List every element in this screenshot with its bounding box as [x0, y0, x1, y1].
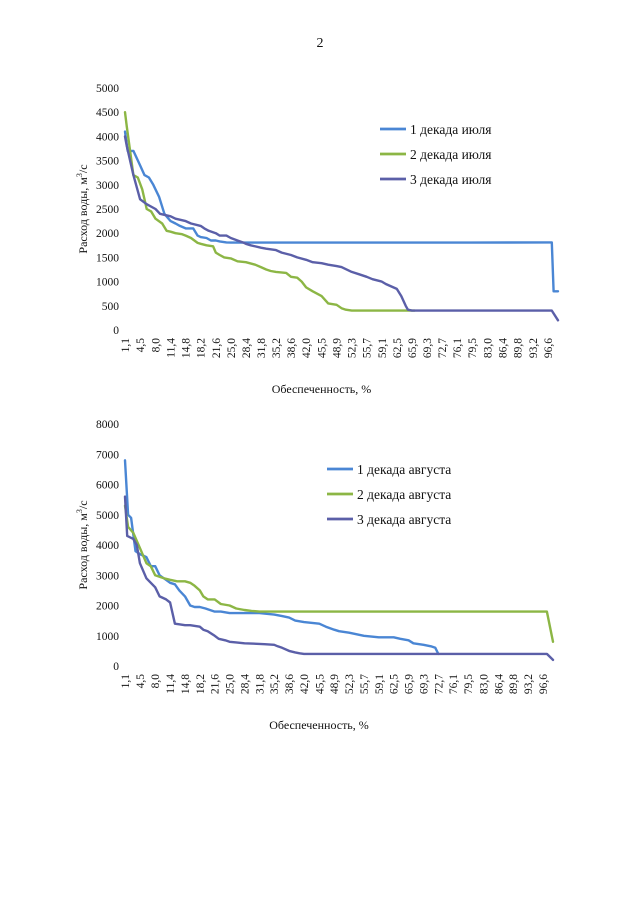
x-tick-label: 8,0: [151, 338, 163, 353]
y-tick-label: 6000: [96, 480, 119, 492]
x-tick-label: 69,3: [422, 338, 434, 358]
x-tick-label: 79,5: [463, 674, 475, 694]
legend-label: 3 декада августа: [357, 512, 451, 527]
x-axis-title: Обеспеченность, %: [269, 718, 369, 732]
y-tick-label: 2000: [96, 228, 119, 240]
x-tick-label: 21,6: [211, 338, 223, 358]
y-tick-label: 1000: [96, 277, 119, 289]
y-tick-label: 5000: [96, 83, 119, 95]
series-line-2: [123, 111, 416, 312]
x-tick-label: 31,8: [254, 674, 266, 694]
x-tick-label: 18,2: [195, 674, 207, 694]
series-line-3: [123, 495, 555, 662]
x-tick-label: 65,9: [404, 674, 416, 694]
x-tick-label: 31,8: [256, 338, 268, 358]
y-tick-label: 500: [102, 301, 120, 313]
x-tick-label: 86,4: [493, 674, 505, 694]
x-tick-label: 18,2: [196, 338, 208, 358]
y-tick-label: 5000: [96, 510, 119, 522]
x-tick-label: 62,5: [392, 338, 404, 358]
y-tick-label: 2500: [96, 204, 119, 216]
y-axis-title: Расход воды, м3/с: [75, 500, 90, 589]
x-tick-label: 79,5: [467, 338, 479, 358]
y-tick-label: 3500: [96, 156, 119, 168]
y-tick-label: 0: [113, 325, 119, 337]
x-tick-label: 11,4: [165, 674, 177, 694]
x-tick-label: 96,6: [538, 674, 550, 694]
x-tick-label: 76,1: [448, 674, 460, 694]
x-tick-label: 14,8: [180, 674, 192, 694]
series-line-1: [123, 130, 560, 293]
x-tick-label: 8,0: [150, 674, 162, 689]
legend-label: 1 декада августа: [357, 462, 451, 477]
x-tick-label: 69,3: [418, 674, 430, 694]
x-tick-label: 45,5: [314, 674, 326, 694]
x-tick-label: 89,8: [513, 338, 525, 358]
x-tick-label: 11,4: [166, 338, 178, 358]
x-axis-title: Обеспеченность, %: [272, 382, 372, 396]
x-tick-label: 48,9: [329, 674, 341, 694]
series-line-2: [123, 504, 555, 644]
x-tick-label: 59,1: [377, 338, 389, 358]
chart-july: 0 500 1000 1500 2000 2500 3000 3500 4000 4500 5000…: [75, 83, 560, 396]
x-tick-label: 72,7: [433, 674, 445, 694]
x-tick-label: 83,0: [483, 338, 495, 358]
x-tick-label: 28,4: [239, 674, 251, 694]
x-tick-label: 89,8: [508, 674, 520, 694]
x-tick-label: 1,1: [120, 338, 132, 353]
legend-label: 3 декада июля: [410, 172, 492, 187]
y-tick-label: 3000: [96, 180, 119, 192]
x-tick-label: 72,7: [437, 338, 449, 358]
legend-label: 2 декада июля: [410, 147, 492, 162]
x-tick-label: 93,2: [528, 338, 540, 358]
y-tick-label: 4500: [96, 107, 119, 119]
x-tick-label: 25,0: [225, 674, 237, 694]
series-line-1: [123, 459, 440, 656]
legend-label: 1 декада июля: [410, 122, 492, 137]
x-tick-label: 4,5: [135, 338, 147, 353]
x-tick-label: 4,5: [135, 674, 147, 689]
x-tick-label: 62,5: [389, 674, 401, 694]
x-tick-label: 48,9: [332, 338, 344, 358]
x-tick-label: 38,6: [284, 674, 296, 694]
y-tick-label: 8000: [96, 419, 119, 431]
x-tick-label: 42,0: [301, 338, 313, 358]
x-tick-label: 55,7: [362, 338, 374, 358]
x-tick-label: 59,1: [374, 674, 386, 694]
x-tick-label: 93,2: [523, 674, 535, 694]
page-number: 2: [316, 36, 324, 51]
x-tick-label: 28,4: [241, 338, 253, 358]
x-tick-label: 83,0: [478, 674, 490, 694]
x-tick-label: 38,6: [286, 338, 298, 358]
y-tick-label: 2000: [96, 601, 119, 613]
x-tick-label: 65,9: [407, 338, 419, 358]
y-tick-label: 1000: [96, 631, 119, 643]
x-tick-label: 96,6: [543, 338, 555, 358]
x-tick-label: 52,3: [347, 338, 359, 358]
x-tick-label: 86,4: [498, 338, 510, 358]
legend-label: 2 декада августа: [357, 487, 451, 502]
x-tick-label: 52,3: [344, 674, 356, 694]
series-line-3: [123, 135, 560, 322]
y-tick-label: 1500: [96, 252, 119, 264]
y-tick-label: 7000: [96, 449, 119, 461]
x-tick-label: 1,1: [120, 674, 132, 689]
x-tick-label: 45,5: [317, 338, 329, 358]
x-tick-label: 42,0: [299, 674, 311, 694]
y-tick-label: 4000: [96, 540, 119, 552]
x-tick-label: 55,7: [359, 674, 371, 694]
y-tick-label: 0: [113, 661, 119, 673]
y-axis-title: Расход воды, м3/с: [75, 164, 90, 253]
x-tick-label: 76,1: [452, 338, 464, 358]
y-tick-label: 3000: [96, 570, 119, 582]
x-tick-label: 25,0: [226, 338, 238, 358]
x-tick-label: 14,8: [181, 338, 193, 358]
x-tick-label: 35,2: [269, 674, 281, 694]
y-tick-label: 4000: [96, 131, 119, 143]
x-tick-label: 21,6: [210, 674, 222, 694]
x-tick-label: 35,2: [271, 338, 283, 358]
